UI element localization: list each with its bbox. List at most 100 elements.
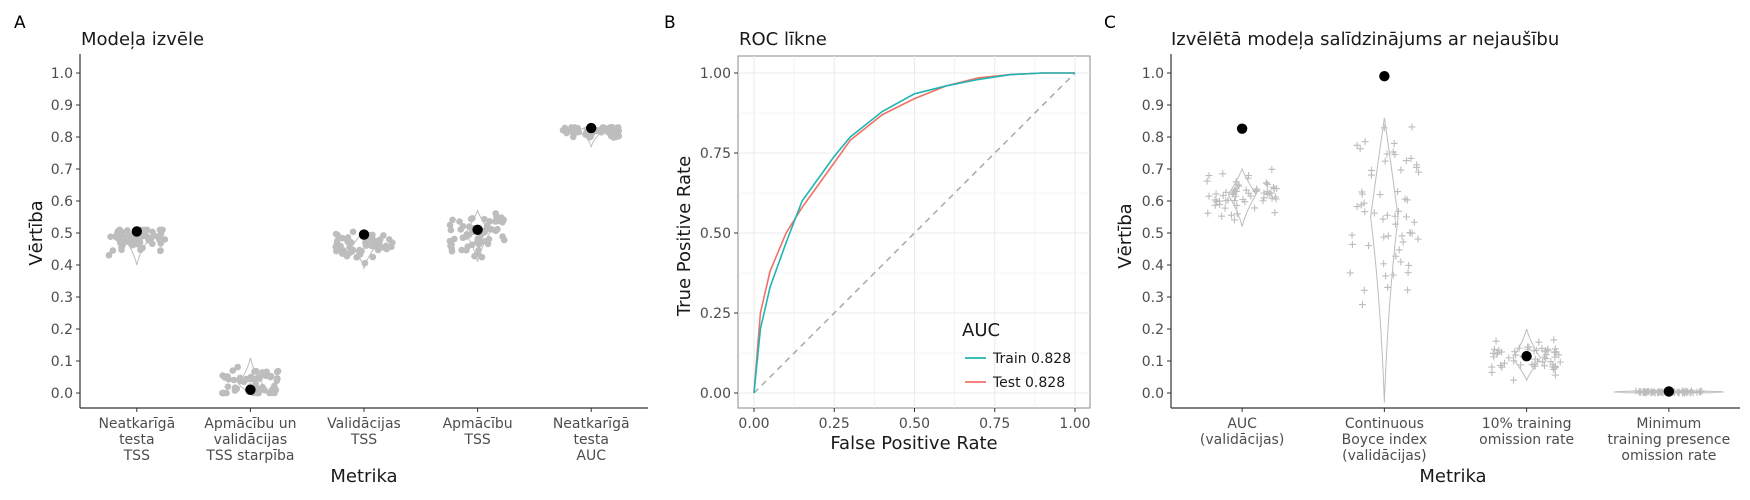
panel-a-point — [459, 234, 467, 242]
panel-a-point — [252, 367, 260, 375]
panel-a-point — [465, 231, 473, 239]
panel-c-point — [1551, 371, 1559, 379]
panel-c-point — [1550, 348, 1558, 356]
panel-c-point — [1550, 336, 1558, 344]
panel-a-point — [273, 377, 281, 385]
panel-a-x-tick-label: AUC — [576, 448, 606, 464]
panel-a-selected-point — [586, 122, 597, 134]
panel-a-y-tick-label: 0.3 — [51, 290, 73, 306]
panel-c-x-tick-label: Minimum — [1636, 416, 1701, 432]
panel-c-point — [1271, 209, 1279, 217]
panel-c-point — [1211, 196, 1219, 204]
panel-b-x-tick-label: 1.00 — [1059, 416, 1090, 432]
panel-a-point — [220, 389, 227, 397]
panel-c-point — [1383, 150, 1391, 158]
panel-a-point — [115, 227, 123, 234]
panel-c-point — [1357, 201, 1365, 209]
panel-a-point — [458, 246, 465, 254]
panel-c-point — [1204, 209, 1212, 217]
panel-a-x-tick-label: Apmācību un — [204, 416, 296, 432]
panel-a-point — [448, 248, 456, 255]
panel-c-point — [1222, 188, 1230, 196]
panel-a-point — [499, 233, 506, 240]
panel-c-x-tick-label: AUC — [1227, 416, 1257, 432]
panel-c-x-label: Metrika — [1419, 466, 1486, 487]
panel-a-point — [475, 247, 482, 254]
panel-a-point — [353, 254, 360, 261]
panel-a-point — [369, 253, 377, 261]
panel-c-point — [1540, 362, 1548, 370]
panel-a-point — [224, 383, 232, 391]
panel-c-point — [1382, 272, 1390, 280]
panel-a-point — [356, 246, 363, 254]
panel-a-y-tick-label: 0.2 — [51, 322, 73, 338]
panel-c-selected-point — [1379, 71, 1390, 82]
panel-c-point — [1384, 283, 1392, 291]
panel-c-point — [1399, 238, 1407, 246]
panel-a-point — [237, 377, 244, 385]
panel-c-point — [1678, 388, 1686, 396]
panel-c-point — [1268, 165, 1276, 173]
panel-c-point — [1242, 186, 1250, 194]
panel-c-x-tick-label: Boyce index — [1342, 432, 1428, 448]
panel-c-point — [1380, 124, 1388, 132]
panel-b: B ROC līkne 0.00 0.25 0.50 0.75 1.00 0.00 0.25… — [664, 13, 1091, 454]
panel-a-y-tick-label: 0.6 — [51, 194, 73, 210]
panel-a-point — [229, 367, 237, 374]
panel-c-point — [1390, 139, 1398, 147]
panel-a-point — [471, 252, 478, 260]
panel-b-y-tick-label: 1.00 — [700, 66, 731, 82]
panel-a-point — [157, 230, 165, 238]
panel-a-point — [481, 229, 488, 236]
panel-c-point — [1380, 260, 1388, 268]
panel-a-x-tick-label: TSS — [350, 432, 377, 448]
panel-c-point — [1353, 141, 1361, 149]
panel-c-point — [1273, 185, 1281, 193]
panel-a-point — [451, 235, 458, 243]
panel-c-point — [1267, 189, 1275, 197]
panel-c-point — [1358, 190, 1366, 198]
panel-c-point — [1392, 252, 1400, 260]
panel-c-point — [1234, 181, 1242, 189]
panel-c-point — [1233, 210, 1241, 218]
panel-a-point — [486, 225, 494, 233]
panel-c-y-tick-label: 0.6 — [1142, 194, 1164, 210]
panel-c-y-tick-label: 0.7 — [1142, 162, 1164, 178]
panel-a-point — [369, 231, 376, 239]
panel-c-point — [1381, 157, 1389, 165]
panel-a-point — [157, 247, 164, 254]
panel-a-point — [125, 231, 133, 239]
panel-c-point — [1500, 359, 1508, 367]
panel-c-point — [1632, 387, 1640, 395]
panel-c-y-tick-label: 0.1 — [1142, 354, 1164, 370]
panel-c-point — [1408, 123, 1416, 131]
panel-c-point — [1231, 197, 1239, 205]
panel-c-x-tick-label: omission rate — [1479, 432, 1574, 448]
panel-a-point — [494, 217, 502, 225]
panel-a-point — [267, 373, 274, 381]
panel-c-point — [1232, 178, 1240, 186]
panel-a-point — [388, 239, 396, 247]
panel-c-point — [1358, 301, 1366, 309]
panel-c-point — [1492, 337, 1500, 345]
panel-c-point — [1233, 187, 1241, 195]
panel-c-point — [1215, 197, 1223, 205]
panel-b-legend: AUC Train 0.828 Test 0.828 — [962, 320, 1071, 391]
panel-a-point — [484, 240, 492, 248]
panel-c-point — [1698, 387, 1706, 395]
panel-c-point — [1231, 192, 1239, 200]
panel-c-point — [1515, 344, 1523, 352]
panel-c-point — [1230, 216, 1238, 224]
panel-c-x-tick-label: (validācijas) — [1342, 448, 1426, 464]
panel-a-selected-point — [245, 384, 256, 395]
panel-c-point — [1404, 269, 1412, 277]
panel-c-point — [1391, 220, 1399, 228]
panel-a-x-tick-label: Neatkarīgā — [553, 416, 630, 432]
panel-c-point — [1505, 354, 1513, 362]
panel-c-point — [1414, 235, 1422, 243]
panel-c-y-tick-label: 0.3 — [1142, 290, 1164, 306]
panel-c-selected-point — [1236, 123, 1248, 134]
panel-a-point — [447, 226, 455, 234]
panel-c-point — [1365, 242, 1373, 250]
panel-c-point — [1219, 170, 1227, 178]
